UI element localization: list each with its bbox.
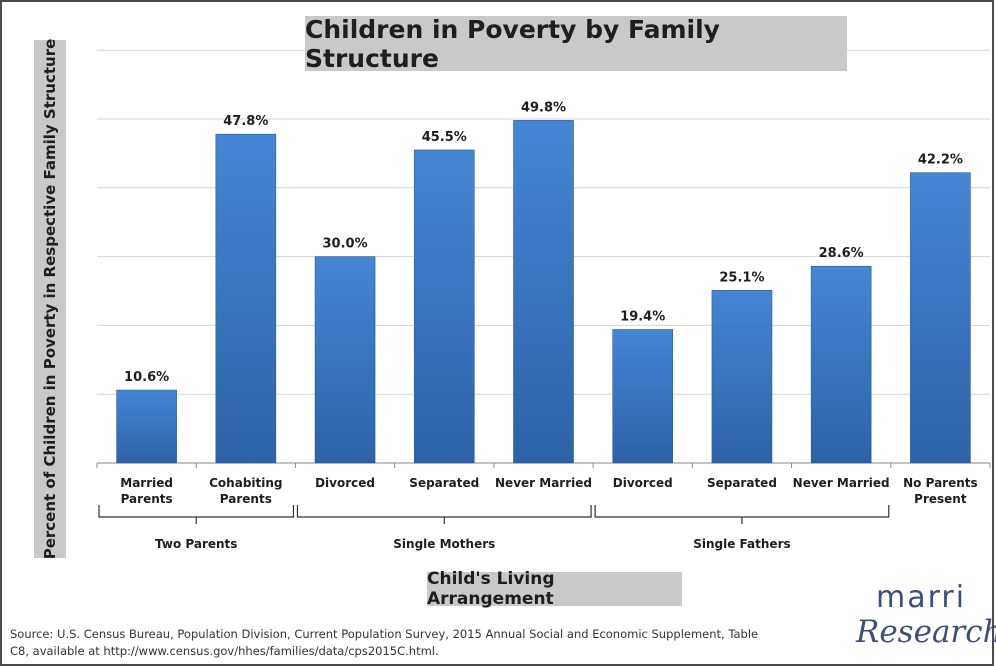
data-label: 47.8% [223,114,268,129]
data-label: 28.6% [819,246,864,261]
group-bracket [98,505,295,524]
marri-research-logo: marri Research [856,580,996,660]
source-line-2: C8, available at http://www.census.gov/h… [10,644,439,658]
x-tick-label: Separated [707,476,777,490]
logo-marri-text: marri [876,580,967,615]
bar [215,133,277,464]
x-tick-label: Never Married [793,476,890,490]
group-brackets: Two Parents Single Mothers Single Fathers [98,505,890,551]
x-tick-labels: Married Parents Cohabiting Parents Divorced S… [120,476,977,506]
source-line-1: Source: U.S. Census Bureau, Population D… [10,627,759,641]
data-label: 10.6% [124,370,169,385]
bar [910,172,971,464]
y-axis-label: Percent of Children in Poverty in Respec… [41,38,59,560]
group-bracket [296,505,592,524]
x-axis-label: Child's Living Arrangement [427,569,682,609]
x-tick-label: Married [120,476,173,490]
x-tick-label: Parents [220,492,272,506]
data-label: 30.0% [323,237,368,252]
bar [711,290,773,464]
x-tick-label: Separated [409,476,479,490]
x-tick-label: Present [914,492,967,506]
group-bracket [594,505,890,524]
logo-research-text: Research [856,614,996,650]
bar [413,149,475,464]
data-label: 42.2% [918,153,963,168]
source-note: Source: U.S. Census Bureau, Population D… [10,626,820,660]
y-axis-label-background [34,40,66,558]
data-label: 19.4% [620,310,665,325]
bar [513,120,574,464]
x-tick-label: No Parents [903,476,978,490]
x-tick-label: Divorced [315,476,375,490]
data-label: 49.8% [521,100,566,115]
chart-title: Children in Poverty by Family Structure [305,15,847,73]
bar [612,329,674,464]
group-label: Single Fathers [693,537,790,551]
bar [314,256,376,464]
value-labels: 10.6% 47.8% 30.0% 45.5% 49.8% 19.4% 25.1% 28.6%… [124,100,963,385]
x-tick-label: Never Married [495,476,592,490]
x-tick-label: Divorced [613,476,673,490]
data-label: 45.5% [422,130,467,145]
bars [116,120,971,464]
x-tick-label: Parents [121,492,173,506]
data-label: 25.1% [719,270,764,285]
group-label: Single Mothers [393,537,495,551]
x-tick-label: Cohabiting [209,476,282,490]
bar [116,389,177,464]
group-label: Two Parents [155,537,237,551]
bar [810,265,872,464]
